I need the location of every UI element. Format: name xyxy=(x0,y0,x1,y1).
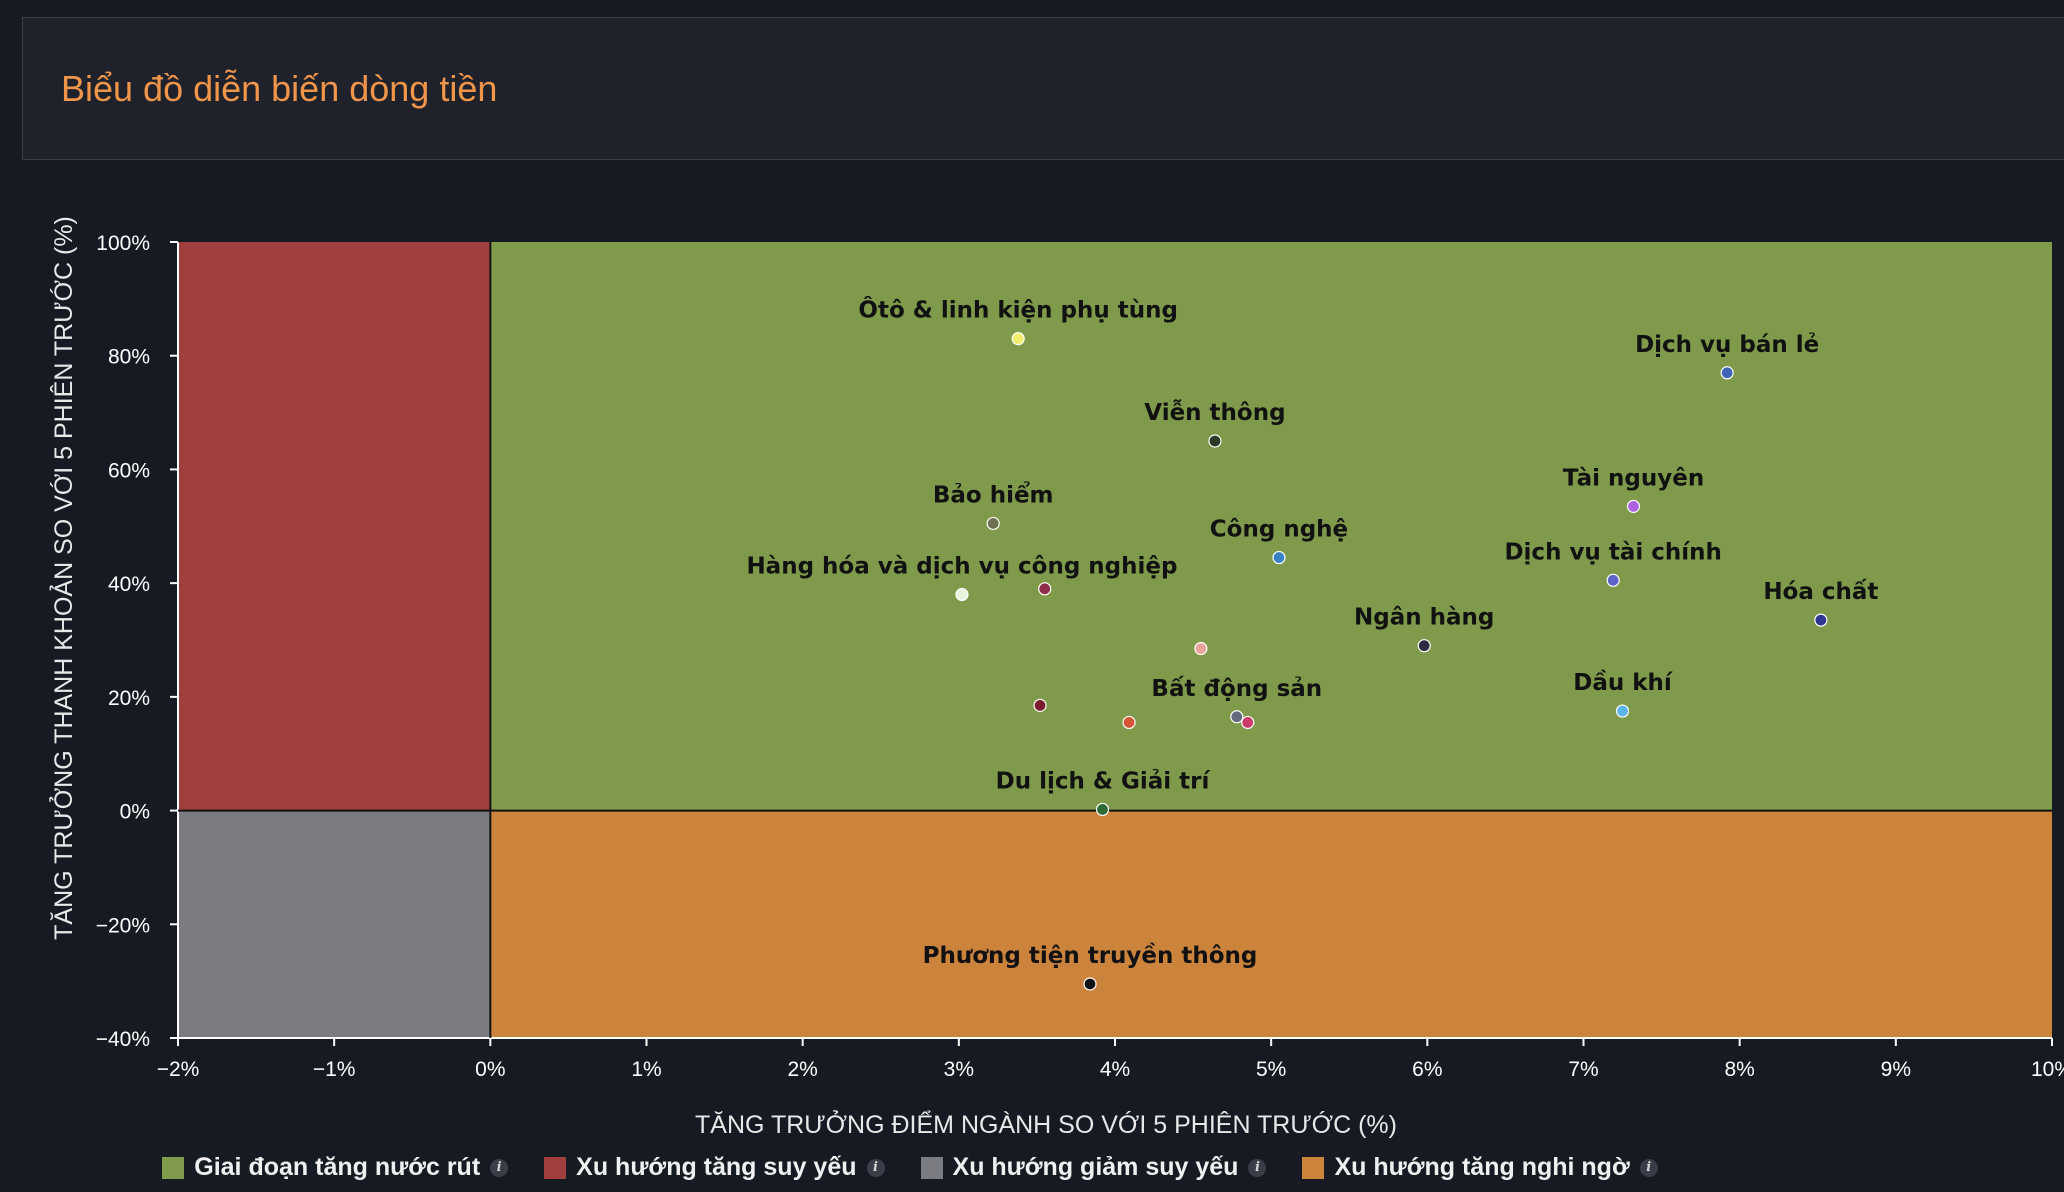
y-tick-label: −20% xyxy=(96,914,150,937)
x-tick-label: 5% xyxy=(1256,1058,1286,1081)
x-tick-label: 6% xyxy=(1412,1058,1442,1081)
data-label: Ngân hàng xyxy=(1354,605,1494,631)
info-icon[interactable]: i xyxy=(1248,1158,1267,1177)
chart-legend: Giai đoạn tăng nước rút i Xu hướng tăng … xyxy=(0,1153,1820,1182)
data-point[interactable] xyxy=(1122,715,1136,730)
y-tick-label: 80% xyxy=(108,346,150,369)
data-point[interactable] xyxy=(1194,641,1208,656)
legend-item-weakening-downtrend[interactable]: Xu hướng giảm suy yếu i xyxy=(920,1153,1267,1182)
legend-label: Giai đoạn tăng nước rút xyxy=(194,1153,481,1181)
legend-swatch xyxy=(544,1156,567,1179)
data-label: Ôtô & linh kiện phụ tùng xyxy=(858,296,1178,324)
data-label: Bảo hiểm xyxy=(933,480,1054,508)
data-point[interactable] xyxy=(1083,977,1097,991)
legend-item-weakening-uptrend[interactable]: Xu hướng tăng suy yếu i xyxy=(544,1153,885,1182)
data-label: Dịch vụ bán lẻ xyxy=(1635,332,1819,358)
data-point[interactable] xyxy=(1814,613,1828,627)
legend-label: Xu hướng tăng suy yếu xyxy=(576,1153,857,1181)
data-label: Bất động sản xyxy=(1151,675,1322,702)
x-tick-label: 1% xyxy=(631,1058,661,1081)
legend-item-rally[interactable]: Giai đoạn tăng nước rút i xyxy=(162,1153,509,1182)
x-tick-label: 3% xyxy=(944,1058,974,1081)
quadrant-1 xyxy=(490,242,2052,811)
data-point[interactable] xyxy=(1417,639,1431,653)
data-label: Dầu khí xyxy=(1573,669,1673,696)
legend-label: Xu hướng giảm suy yếu xyxy=(952,1153,1239,1181)
x-tick-label: −1% xyxy=(313,1058,356,1081)
legend-label: Xu hướng tăng nghi ngờ xyxy=(1334,1153,1630,1181)
quadrant-4 xyxy=(490,810,2052,1038)
info-icon[interactable]: i xyxy=(490,1158,509,1177)
x-tick-label: 8% xyxy=(1724,1058,1754,1081)
legend-swatch xyxy=(1302,1156,1325,1179)
x-tick-label: 4% xyxy=(1100,1058,1130,1081)
quadrant-2 xyxy=(178,242,491,811)
y-tick-label: 0% xyxy=(120,801,150,824)
data-point[interactable] xyxy=(1720,366,1734,380)
info-icon[interactable]: i xyxy=(1639,1158,1658,1177)
data-point[interactable] xyxy=(1241,715,1255,730)
data-label: Phương tiện truyền thông xyxy=(923,942,1258,969)
data-label: Hàng hóa và dịch vụ công nghiệp xyxy=(746,554,1177,580)
cashflow-scatter-chart: −2% −1% 0% 1% 2% 3% 4% 5% 6% 7% 8% 9% 10% 100% 80% 60% 4… xyxy=(48,216,2064,1139)
data-point[interactable] xyxy=(1272,550,1286,565)
chart-header: Biểu đồ diễn biến dòng tiền xyxy=(22,17,2064,160)
legend-item-doubtful-uptrend[interactable]: Xu hướng tăng nghi ngờ i xyxy=(1302,1153,1658,1182)
data-label: Du lịch & Giải trí xyxy=(996,768,1211,794)
data-label: Viễn thông xyxy=(1144,399,1285,426)
y-tick-label: 20% xyxy=(108,687,150,710)
x-tick-label: 7% xyxy=(1568,1058,1598,1081)
x-tick-label: 10% xyxy=(2031,1058,2064,1081)
x-tick-label: −2% xyxy=(157,1058,200,1081)
data-label: Tài nguyên xyxy=(1563,465,1704,491)
x-axis-label: TĂNG TRƯỞNG ĐIỂM NGÀNH SO VỚI 5 PHIÊN TR… xyxy=(695,1109,1397,1139)
x-tick-label: 2% xyxy=(787,1058,817,1081)
y-tick-label: −40% xyxy=(96,1028,150,1051)
x-tick-label: 0% xyxy=(475,1058,505,1081)
data-point[interactable] xyxy=(1230,710,1244,724)
y-tick-label: 100% xyxy=(96,232,150,255)
quadrant-3 xyxy=(178,810,491,1038)
data-point[interactable] xyxy=(1011,332,1025,346)
legend-swatch xyxy=(162,1156,185,1179)
data-label: Công nghệ xyxy=(1210,517,1348,543)
data-point[interactable] xyxy=(986,516,1000,531)
data-point[interactable] xyxy=(1095,802,1110,817)
y-tick-label: 40% xyxy=(108,573,150,596)
info-icon[interactable]: i xyxy=(866,1158,885,1177)
data-point[interactable] xyxy=(1615,704,1630,718)
data-point[interactable] xyxy=(1626,499,1641,513)
data-label: Dịch vụ tài chính xyxy=(1504,539,1721,565)
data-point[interactable] xyxy=(1606,573,1620,587)
data-label: Hóa chất xyxy=(1763,578,1878,605)
y-axis-label: TĂNG TRƯỞNG THANH KHOẢN SO VỚI 5 PHIÊN T… xyxy=(48,216,78,940)
data-point[interactable] xyxy=(955,587,969,602)
data-point[interactable] xyxy=(1038,582,1052,596)
data-point[interactable] xyxy=(1208,434,1222,448)
page-title: Biểu đồ diễn biến dòng tiền xyxy=(61,68,498,109)
y-tick-label: 60% xyxy=(108,459,150,482)
data-point[interactable] xyxy=(1033,698,1047,712)
legend-swatch xyxy=(920,1156,943,1179)
x-tick-label: 9% xyxy=(1881,1058,1911,1081)
